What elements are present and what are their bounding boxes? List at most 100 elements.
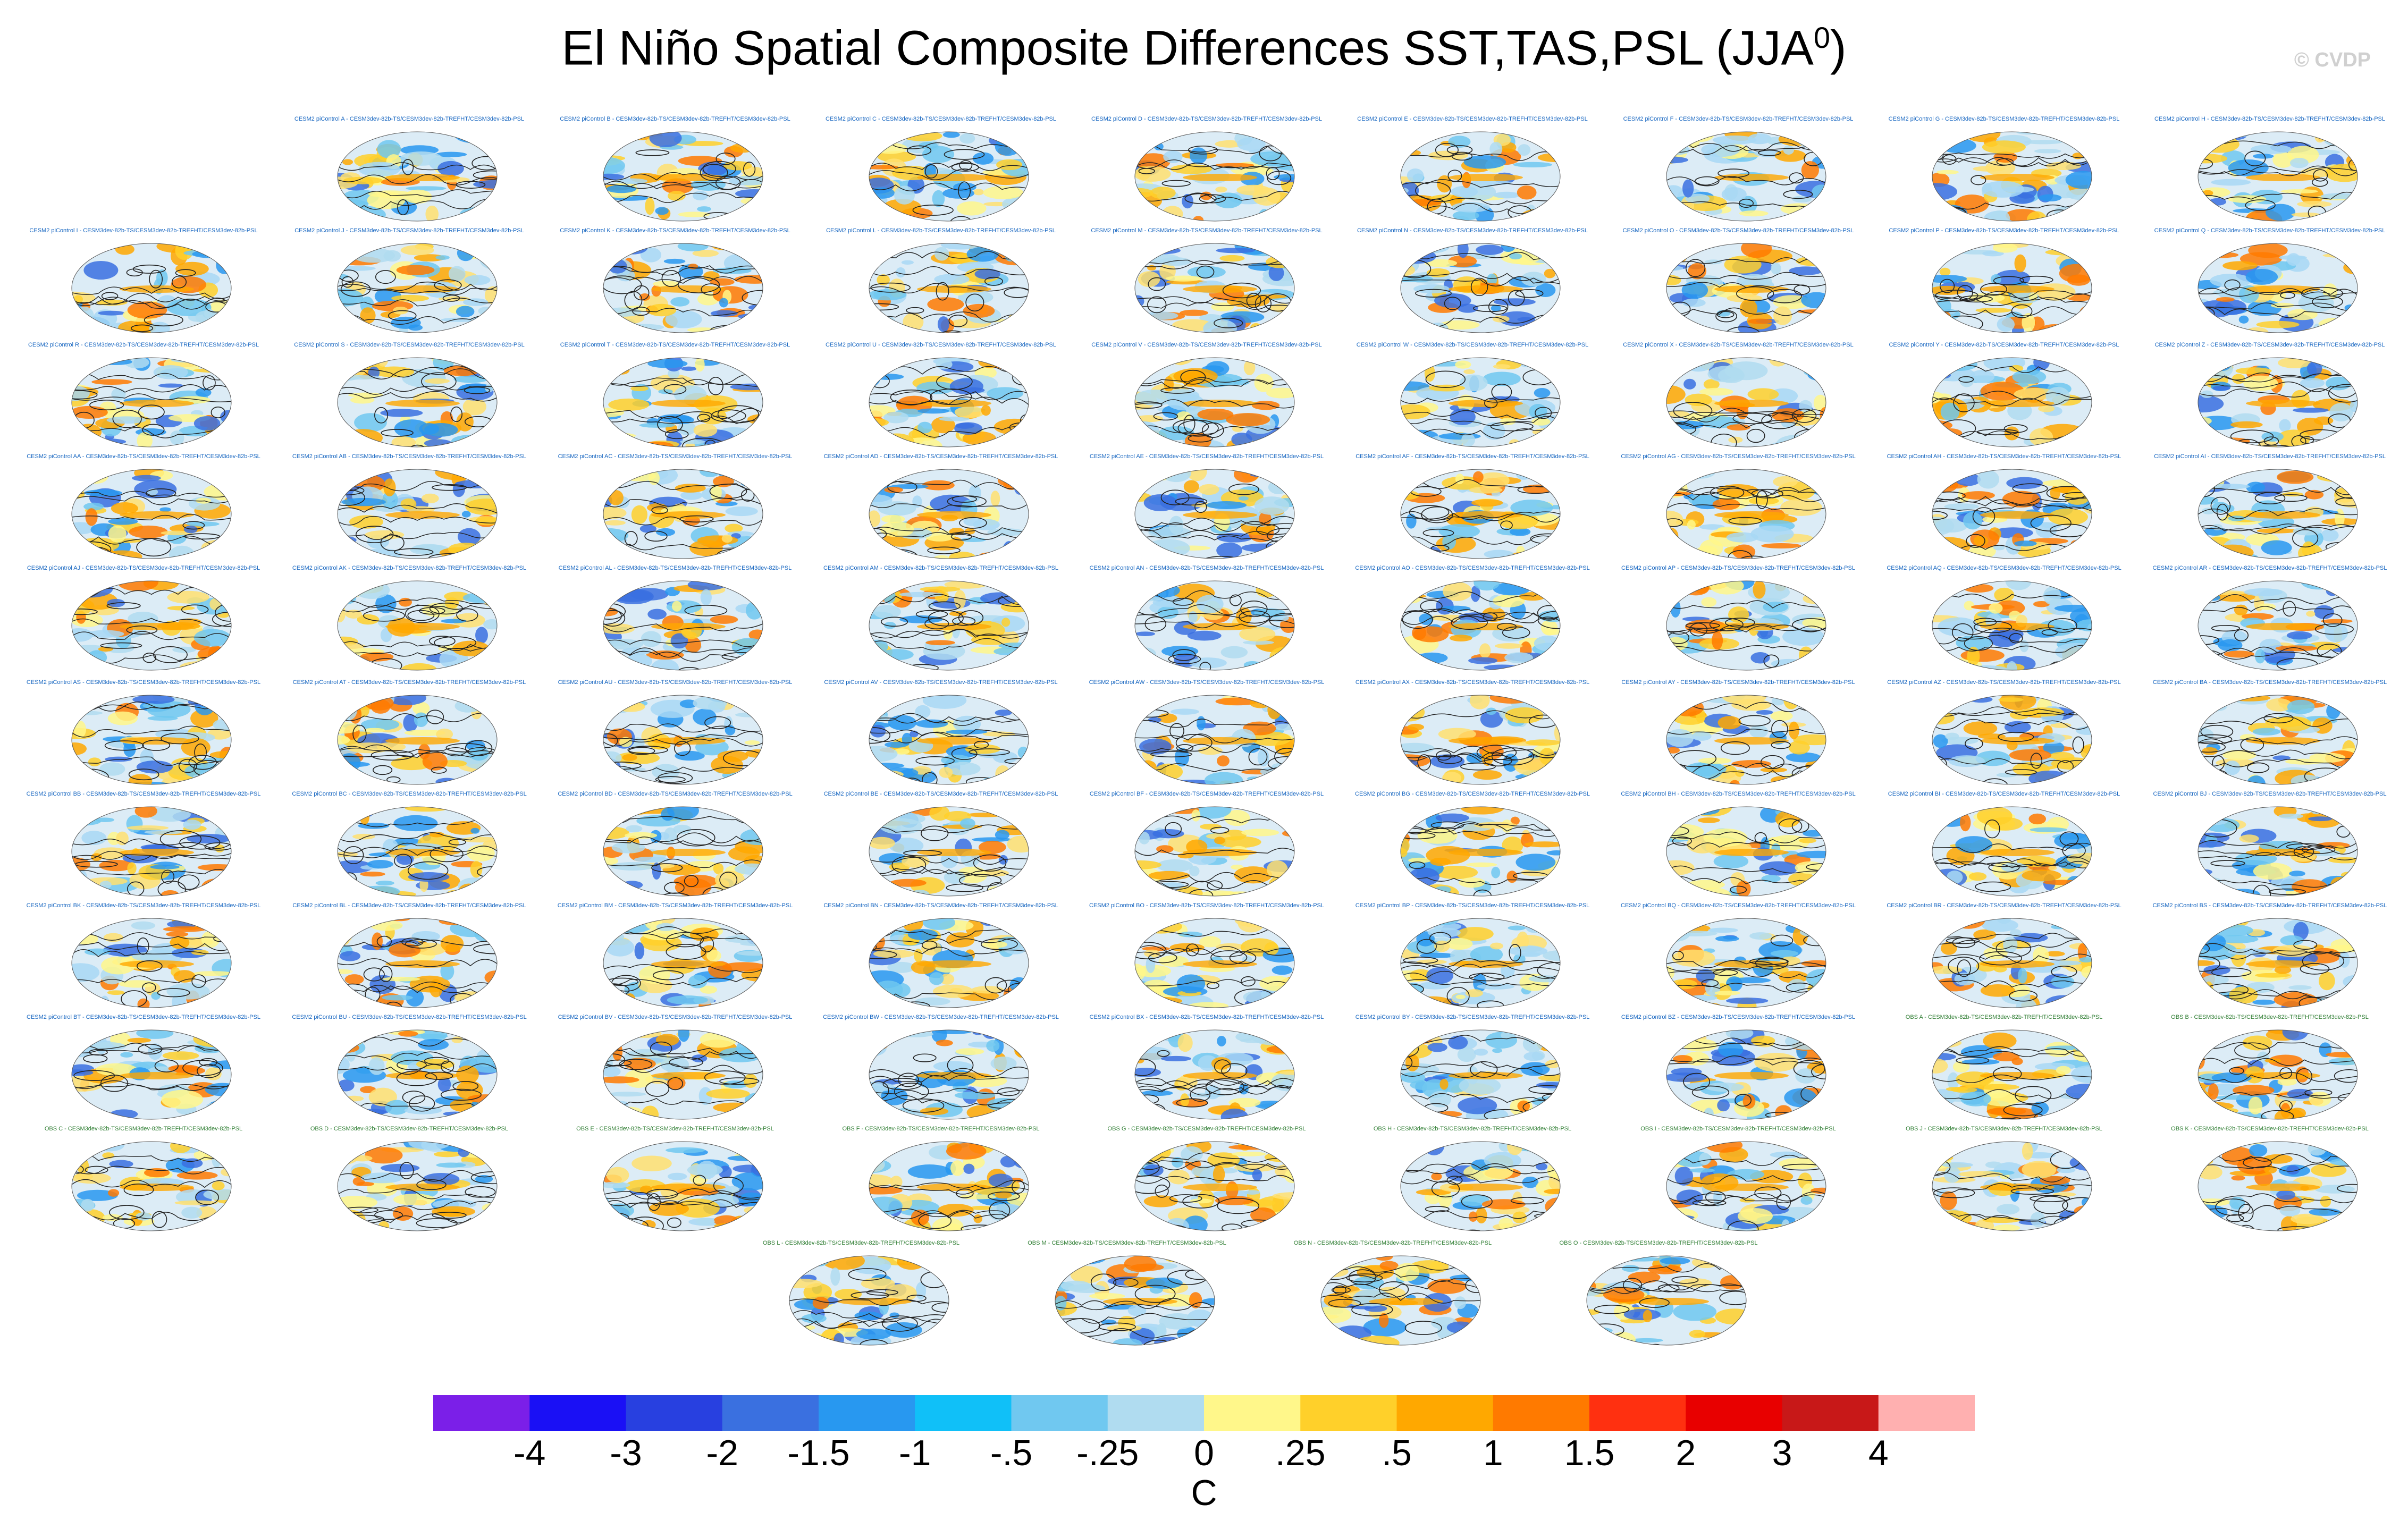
- panel-label: CESM2 piControl Y - CESM3dev-82b-TS/CESM…: [1889, 342, 2119, 348]
- map-panel: CESM2 piControl BT - CESM3dev-82b-TS/CES…: [11, 1012, 276, 1124]
- colorbar-segment: [1396, 1395, 1494, 1431]
- map-panel: CESM2 piControl BD - CESM3dev-82b-TS/CES…: [542, 789, 808, 901]
- colorbar-units: C: [1191, 1473, 1217, 1513]
- panel-label: CESM2 piControl BO - CESM3dev-82b-TS/CES…: [1089, 902, 1324, 909]
- map-panel: CESM2 piControl AM - CESM3dev-82b-TS/CES…: [808, 563, 1074, 675]
- panel-label: CESM2 piControl AD - CESM3dev-82b-TS/CES…: [823, 453, 1058, 460]
- map-panel: CESM2 piControl N - CESM3dev-82b-TS/CESM…: [1340, 226, 1605, 337]
- colorbar-segment: [1493, 1395, 1590, 1431]
- globe-map: [71, 918, 232, 1008]
- map-panel: CESM2 piControl BH - CESM3dev-82b-TS/CES…: [1605, 789, 1871, 901]
- panel-label: CESM2 piControl AO - CESM3dev-82b-TS/CES…: [1355, 565, 1590, 571]
- panel-label: CESM2 piControl AH - CESM3dev-82b-TS/CES…: [1887, 453, 2121, 460]
- colorbar-tick-label: -4: [513, 1433, 546, 1473]
- map-panel: CESM2 piControl BQ - CESM3dev-82b-TS/CES…: [1605, 901, 1871, 1012]
- panel-label: CESM2 piControl BW - CESM3dev-82b-TS/CES…: [823, 1014, 1059, 1020]
- globe-map: [1134, 1141, 1295, 1231]
- globe-map: [71, 1141, 232, 1231]
- globe-map: [1134, 131, 1295, 222]
- globe-map: [1932, 918, 2092, 1008]
- colorbar-tick-label: -3: [610, 1433, 642, 1473]
- globe-map: [869, 695, 1029, 785]
- panel-label: CESM2 piControl BF - CESM3dev-82b-TS/CES…: [1089, 791, 1324, 797]
- map-panel: CESM2 piControl U - CESM3dev-82b-TS/CESM…: [808, 340, 1074, 452]
- map-panel: CESM2 piControl BR - CESM3dev-82b-TS/CES…: [1871, 901, 2137, 1012]
- colorbar-segment: [1686, 1395, 1782, 1431]
- colorbar-tick-label: -2: [706, 1433, 738, 1473]
- panel-label: CESM2 piControl BH - CESM3dev-82b-TS/CES…: [1621, 791, 1856, 797]
- globe-map: [1666, 806, 1826, 897]
- globe-map: [603, 243, 763, 333]
- map-panel: CESM2 piControl T - CESM3dev-82b-TS/CESM…: [542, 340, 808, 452]
- panel-label: CESM2 piControl AY - CESM3dev-82b-TS/CES…: [1621, 679, 1855, 686]
- panel-label: CESM2 piControl U - CESM3dev-82b-TS/CESM…: [825, 342, 1057, 348]
- globe-map: [1666, 243, 1826, 333]
- globe-map: [1666, 695, 1826, 785]
- colorbar-segment: [1107, 1395, 1205, 1431]
- map-panel: CESM2 piControl AR - CESM3dev-82b-TS/CES…: [2137, 563, 2403, 675]
- colorbar-tick-label: -1: [899, 1433, 931, 1473]
- map-panel: OBS A - CESM3dev-82b-TS/CESM3dev-82b-TRE…: [1871, 1012, 2137, 1124]
- panel-label: OBS M - CESM3dev-82b-TS/CESM3dev-82b-TRE…: [1028, 1240, 1226, 1246]
- colorbar-segment: [1204, 1395, 1301, 1431]
- panel-label: CESM2 piControl T - CESM3dev-82b-TS/CESM…: [560, 342, 790, 348]
- globe-map: [869, 580, 1029, 671]
- panel-label: CESM2 piControl BX - CESM3dev-82b-TS/CES…: [1089, 1014, 1324, 1020]
- panel-label: OBS B - CESM3dev-82b-TS/CESM3dev-82b-TRE…: [2171, 1014, 2369, 1020]
- map-panel: CESM2 piControl X - CESM3dev-82b-TS/CESM…: [1605, 340, 1871, 452]
- panel-label: CESM2 piControl O - CESM3dev-82b-TS/CESM…: [1622, 227, 1854, 234]
- panel-label: CESM2 piControl B - CESM3dev-82b-TS/CESM…: [560, 116, 790, 122]
- globe-map: [2197, 469, 2358, 559]
- map-panel: CESM2 piControl AE - CESM3dev-82b-TS/CES…: [1074, 452, 1340, 563]
- colorbar-tick-label: 2: [1676, 1433, 1696, 1473]
- map-panel: CESM2 piControl AC - CESM3dev-82b-TS/CES…: [542, 452, 808, 563]
- globe-map: [1400, 806, 1561, 897]
- globe-map: [1932, 695, 2092, 785]
- panel-label: CESM2 piControl AG - CESM3dev-82b-TS/CES…: [1621, 453, 1856, 460]
- panel-label: CESM2 piControl BZ - CESM3dev-82b-TS/CES…: [1621, 1014, 1856, 1020]
- globe-map: [1932, 580, 2092, 671]
- globe-map: [603, 131, 763, 222]
- map-panel: OBS L - CESM3dev-82b-TS/CESM3dev-82b-TRE…: [728, 1238, 994, 1350]
- map-panel: CESM2 piControl AU - CESM3dev-82b-TS/CES…: [542, 678, 808, 789]
- globe-map: [337, 131, 498, 222]
- colorbar-ticks: -4 -3 -2 -1.5 -1 -.5 -.25 0 .25 .5 1 1.5 2 3 4: [433, 1432, 1975, 1480]
- colorbar-segment: [915, 1395, 1012, 1431]
- panel-label: CESM2 piControl AR - CESM3dev-82b-TS/CES…: [2152, 565, 2387, 571]
- map-panel: CESM2 piControl AH - CESM3dev-82b-TS/CES…: [1871, 452, 2137, 563]
- globe-map: [1134, 918, 1295, 1008]
- globe-map: [2197, 357, 2358, 447]
- panel-label: CESM2 piControl N - CESM3dev-82b-TS/CESM…: [1357, 227, 1588, 234]
- globe-map: [2197, 243, 2358, 333]
- panel-label: CESM2 piControl S - CESM3dev-82b-TS/CESM…: [294, 342, 525, 348]
- globe-map: [2197, 918, 2358, 1008]
- globe-map: [603, 357, 763, 447]
- map-panel: OBS H - CESM3dev-82b-TS/CESM3dev-82b-TRE…: [1340, 1124, 1605, 1236]
- map-panel: OBS G - CESM3dev-82b-TS/CESM3dev-82b-TRE…: [1074, 1124, 1340, 1236]
- globe-map: [1400, 469, 1561, 559]
- map-panel: OBS F - CESM3dev-82b-TS/CESM3dev-82b-TRE…: [808, 1124, 1074, 1236]
- panel-label: CESM2 piControl H - CESM3dev-82b-TS/CESM…: [2154, 116, 2386, 122]
- map-panel: CESM2 piControl BG - CESM3dev-82b-TS/CES…: [1340, 789, 1605, 901]
- colorbar-tick-label: 1.5: [1564, 1433, 1615, 1473]
- panel-label: CESM2 piControl I - CESM3dev-82b-TS/CESM…: [29, 227, 258, 234]
- map-panel: CESM2 piControl AF - CESM3dev-82b-TS/CES…: [1340, 452, 1605, 563]
- globe-map: [1666, 131, 1826, 222]
- globe-map: [1400, 1029, 1561, 1120]
- panel-label: CESM2 piControl AS - CESM3dev-82b-TS/CES…: [26, 679, 261, 686]
- map-panel: CESM2 piControl AZ - CESM3dev-82b-TS/CES…: [1871, 678, 2137, 789]
- map-panel: CESM2 piControl BE - CESM3dev-82b-TS/CES…: [808, 789, 1074, 901]
- panel-label: OBS A - CESM3dev-82b-TS/CESM3dev-82b-TRE…: [1905, 1014, 2103, 1020]
- map-panel: CESM2 piControl F - CESM3dev-82b-TS/CESM…: [1605, 114, 1871, 226]
- globe-map: [1400, 1141, 1561, 1231]
- map-panel: CESM2 piControl AS - CESM3dev-82b-TS/CES…: [11, 678, 276, 789]
- panel-label: CESM2 piControl AK - CESM3dev-82b-TS/CES…: [292, 565, 527, 571]
- map-panel: CESM2 piControl P - CESM3dev-82b-TS/CESM…: [1871, 226, 2137, 337]
- map-panel: CESM2 piControl H - CESM3dev-82b-TS/CESM…: [2137, 114, 2403, 226]
- title-text: El Niño Spatial Composite Differences SS…: [561, 21, 1814, 75]
- globe-map: [869, 806, 1029, 897]
- colorbar-segment: [1878, 1395, 1975, 1431]
- globe-map: [1666, 357, 1826, 447]
- map-panel: OBS D - CESM3dev-82b-TS/CESM3dev-82b-TRE…: [276, 1124, 542, 1236]
- panel-label: CESM2 piControl BV - CESM3dev-82b-TS/CES…: [558, 1014, 793, 1020]
